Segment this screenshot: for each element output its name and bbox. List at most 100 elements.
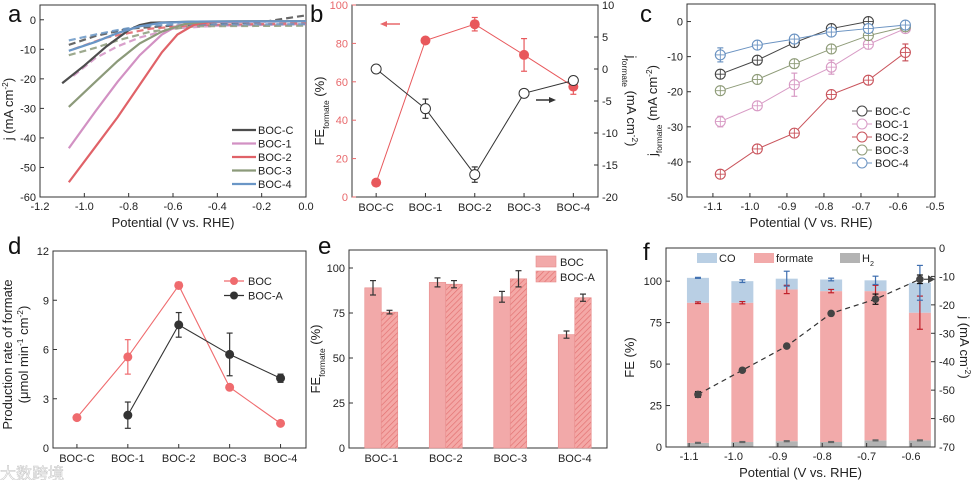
panel-c-jformate-chart: -1.1 -1.0 -0.9 -0.8 -0.7 -0.6 -0.5-50-40-30-20… [644,3,945,230]
panel-d-production-rate-chart: BOC-C BOC-1 BOC-2 BOC-3 BOC-4036912Productio… [0,246,307,465]
series-BOC-1-line [720,28,906,123]
label-part: 2 [870,260,874,268]
fe-point [371,177,382,188]
legend-label: BOC-4 [875,158,909,170]
bar-BOC [364,287,382,449]
y-tick-label: 50 [650,359,662,371]
y-tick-label: 40 [336,115,348,127]
y-tick-label: 80 [336,38,348,50]
y-tick-label: 3 [43,394,49,406]
y-tick-label: -30 [20,103,36,115]
legend-marker [230,291,238,300]
bar-BOC-A [445,283,463,449]
label-part: -2 [963,367,973,375]
legend-label: formate [776,253,813,265]
y2-axis-label: jformate (mA cm-2) [620,54,640,146]
category-label: BOC-3 [213,453,247,465]
y-tick-label: 60 [336,77,348,89]
x-tick-label: -1.1 [680,451,699,463]
label-part: (%) [308,324,323,348]
panel-b-fe-j-chart: BOC-C BOC-1 BOC-2 BOC-3 BOC-4020406080100-20… [312,0,640,214]
legend-marker [856,118,868,130]
y2-tick-label: -30 [939,328,955,340]
x-tick-label: -0.5 [926,201,945,213]
legend-swatch [535,270,557,283]
category-label: BOC-1 [111,453,145,465]
label-part: -2 [0,82,10,90]
series-BOC-A-line [127,324,281,416]
category-label: BOC-4 [264,453,298,465]
x-tick-label: -0.8 [119,201,138,213]
legend-label: BOC-3 [875,145,909,157]
legend-label: BOC-2 [875,132,909,144]
label-part: cm [16,318,31,339]
bar-BOC-A [509,278,528,449]
plot-frame [348,249,608,449]
label-part: CO [719,253,736,265]
label-part: j (mA cm [957,315,972,367]
legend-label: H2 [862,253,874,268]
label-part: formate [654,124,664,153]
y-tick-label: -40 [20,133,36,145]
series-BOC-2-line [720,52,906,175]
x-tick-label: -0.9 [768,451,787,463]
bar-BOC [493,296,511,449]
fe-point [420,35,431,46]
panel-label-f: f [643,239,650,266]
legend-swatch [697,253,717,263]
label-part: ) [16,306,31,310]
legend-label: CO [719,253,736,265]
panel-label-b: b [310,1,323,28]
series-BOC-point [72,413,82,423]
stack-segment [686,277,709,303]
y-tick-label: 9 [43,295,49,307]
fe-line [375,23,574,183]
watermark: 大数跨境 [0,464,64,480]
series-BOC-A-point [174,320,184,330]
y-tick-label: 25 [333,398,345,410]
label-part: H [862,253,870,265]
y-tick-label: -10 [20,44,36,56]
stack-segment [820,442,843,447]
x-tick-label: -0.8 [813,451,832,463]
j-point [419,103,431,115]
bar-BOC [557,334,576,449]
y-tick-label: 50 [333,353,345,365]
category-label: BOC-2 [429,453,463,465]
label-part: formate [321,100,331,129]
stack-segment [731,442,754,447]
label-part: (μmol min [16,346,31,403]
x-tick-label: -0.6 [164,201,183,213]
y-tick-label: -40 [667,157,683,169]
panel-f-stacked-fe-chart: -1.1 -1.0 -0.9 -0.8 -0.7 -0.6 0 25 50 75 100 -70 -60… [622,243,973,480]
category-label: BOC-2 [162,453,196,465]
label-part: Potential (V vs. RHE) [750,215,873,230]
series-BOC-4-line [68,20,307,52]
category-label: BOC-4 [557,202,591,214]
legend-marker [856,131,868,143]
legend-label: BOC-1 [258,139,292,151]
label-part: ) [645,65,660,69]
label-part: -2 [644,69,654,77]
x-tick-label: -0.2 [252,201,271,213]
y-tick-label: -10 [667,52,683,64]
series-BOC-3-dashed-line [68,24,307,57]
j-point [567,75,579,87]
category-label: BOC-3 [507,202,541,214]
x-tick-label: 0.0 [298,201,313,213]
label-part: -2 [630,135,640,143]
series-BOC-A-point [276,373,286,383]
label-part: FE (%) [622,337,637,377]
stack-segment [908,312,931,441]
y-tick-label: -20 [667,87,683,99]
plot-frame [665,247,936,448]
y2-tick-label: -20 [602,192,618,204]
y2-tick-label: 10 [602,0,614,12]
y-axis-label: FEformate (%) [308,324,327,393]
legend-marker [230,277,238,285]
y-tick-label: 100 [644,276,662,288]
stack-segment [864,291,887,441]
y2-tick-label: -15 [602,160,618,172]
category-label: BOC-3 [493,453,527,465]
y2-tick-label: -10 [939,271,955,283]
